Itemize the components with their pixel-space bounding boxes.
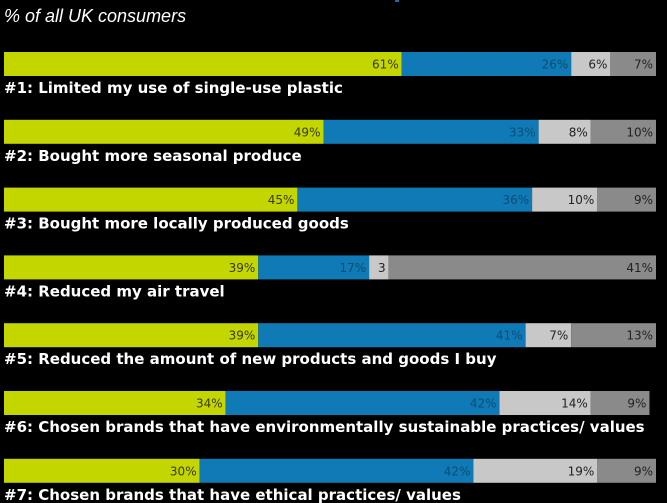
- row-label: #3: Bought more locally produced goods: [4, 215, 349, 233]
- bar-row: 34% 42% 14% 9% #6: Chosen brands that have e…: [4, 391, 650, 436]
- bar-row: 49% 33% 8% 10% #2: Bought more seasonal prod…: [4, 119, 656, 165]
- bar-segment: [4, 458, 200, 483]
- row-label: #6: Chosen brands that have environmenta…: [4, 418, 645, 436]
- data-label: 41%: [496, 329, 523, 343]
- data-label: 13%: [626, 329, 653, 343]
- data-label: 30%: [170, 464, 197, 478]
- bar-segment: [4, 323, 259, 348]
- bar-segment: [258, 255, 370, 280]
- bar-segment: [571, 323, 656, 348]
- bar-segment: [297, 187, 533, 212]
- data-label: 41%: [626, 261, 653, 275]
- data-label: 42%: [470, 397, 497, 411]
- bar-segment: [4, 187, 298, 212]
- row-label: #1: Limited my use of single-use plastic: [4, 79, 343, 97]
- data-label: 34%: [196, 397, 223, 411]
- data-label: 14%: [561, 397, 588, 411]
- bar-segment: [323, 119, 539, 144]
- bar-segment: [4, 119, 324, 144]
- bar-row: 39% 17% 3 41% #4: Reduced my air travel: [4, 255, 656, 300]
- data-label: 17%: [339, 261, 366, 275]
- bar-segment: [4, 52, 402, 76]
- bar-segment: [225, 391, 500, 415]
- bar-segment: [571, 52, 611, 76]
- data-label: 33%: [509, 125, 536, 139]
- bar-segment: [597, 187, 656, 212]
- data-label: 26%: [542, 58, 569, 72]
- top-accent-mark: [395, 0, 399, 2]
- data-label: 10%: [568, 193, 595, 207]
- bar-segment: [4, 255, 259, 280]
- bar-segment: [473, 458, 598, 483]
- bar-row: 39% 41% 7% 13% #5: Reduced the amount of new…: [4, 323, 656, 368]
- bar-segment: [199, 458, 474, 483]
- data-label: 10%: [626, 125, 653, 139]
- bar-segment: [4, 391, 226, 415]
- bar-segment: [590, 391, 650, 415]
- data-label: 9%: [634, 193, 653, 207]
- data-label: 19%: [568, 464, 595, 478]
- bar-segment: [610, 52, 656, 76]
- data-label: 9%: [634, 464, 653, 478]
- bar-segment: [388, 255, 656, 280]
- row-label: #5: Reduced the amount of new products a…: [4, 350, 497, 368]
- data-label: 45%: [268, 193, 295, 207]
- data-label: 7%: [634, 58, 653, 72]
- data-label: 39%: [229, 329, 256, 343]
- row-label: #4: Reduced my air travel: [4, 282, 225, 300]
- data-label: 42%: [444, 464, 471, 478]
- data-label: 9%: [627, 397, 646, 411]
- bar-row: 30% 42% 19% 9% #7: Chosen brands that have e…: [4, 458, 656, 503]
- data-label: 6%: [588, 58, 607, 72]
- bar-segment: [525, 323, 572, 348]
- bar-segment: [499, 391, 591, 415]
- data-label: 39%: [229, 261, 256, 275]
- data-label: 7%: [549, 329, 568, 343]
- bar-segment: [597, 458, 656, 483]
- bar-segment: [590, 119, 656, 144]
- bar-segment: [532, 187, 598, 212]
- row-label: #7: Chosen brands that have ethical prac…: [4, 486, 461, 503]
- data-label: 8%: [569, 125, 588, 139]
- data-label: 36%: [502, 193, 529, 207]
- chart-subtitle: % of all UK consumers: [4, 6, 187, 26]
- bar-segment: [538, 119, 591, 144]
- bar-row: 45% 36% 10% 9% #3: Bought more locally produ…: [4, 187, 656, 233]
- bar-segment: [369, 255, 389, 280]
- data-label: 61%: [372, 58, 399, 72]
- data-label: 3: [378, 261, 386, 275]
- data-label: 49%: [294, 125, 321, 139]
- bar-segment: [401, 52, 572, 76]
- row-label: #2: Bought more seasonal produce: [4, 147, 302, 165]
- bar-segment: [258, 323, 526, 348]
- bar-row: 61% 26% 6% 7% #1: Limited my use of single-u…: [4, 52, 656, 97]
